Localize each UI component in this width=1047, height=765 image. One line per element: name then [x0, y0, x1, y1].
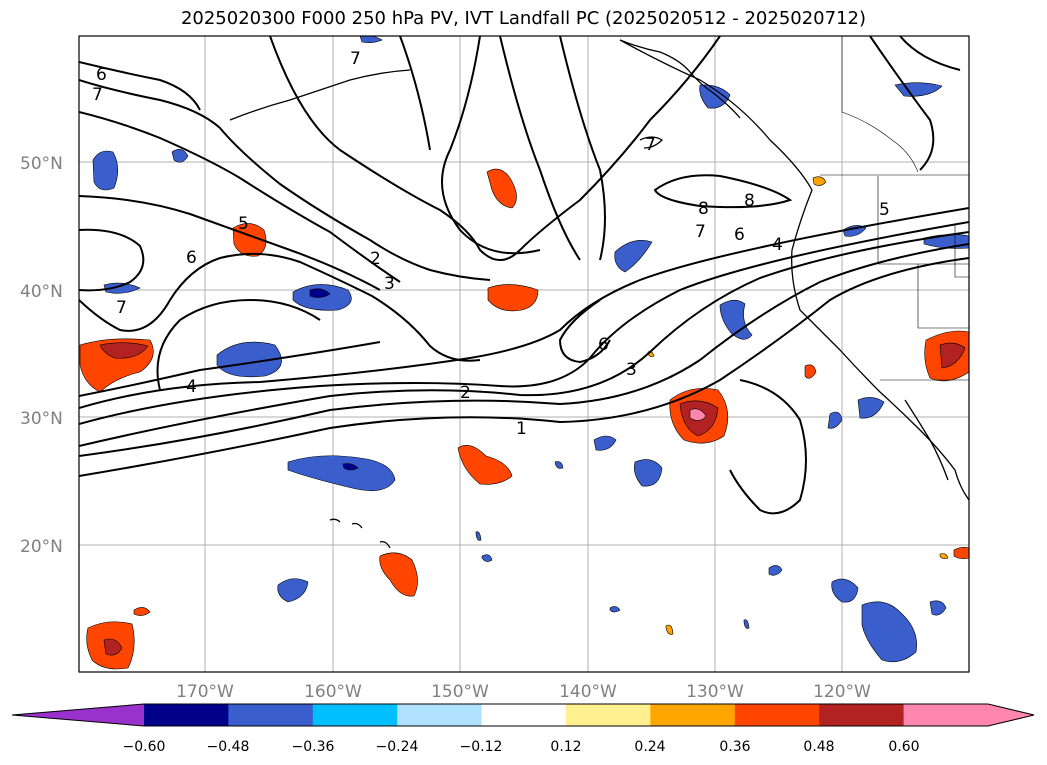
- contour-label: 4: [772, 235, 783, 255]
- contour-label: 8: [744, 191, 755, 211]
- lat-tick-label: 40°N: [20, 282, 63, 302]
- contour-label: 7: [92, 85, 103, 105]
- contour-label: 7: [695, 222, 706, 242]
- colorbar-segment: [819, 704, 905, 726]
- contour-label: 7: [645, 135, 656, 155]
- colorbar-segment: [903, 704, 989, 726]
- colorbar-segment: [481, 704, 567, 726]
- pv-contours: [79, 36, 969, 515]
- contour-label: 2: [460, 383, 471, 403]
- positive-anomaly-areas: [79, 168, 969, 670]
- colorbar-tick-label: −0.12: [460, 739, 503, 755]
- lon-tick-label: 140°W: [559, 682, 617, 702]
- colorbar-segment: [566, 704, 651, 726]
- contour-label: 5: [238, 214, 249, 234]
- colorbar-tick-label: 0.60: [888, 739, 919, 755]
- contour-label: 6: [186, 248, 197, 268]
- colorbar-tick-label: 0.36: [719, 739, 750, 755]
- negative-anomaly-areas: [92, 36, 969, 663]
- contour-label: 6: [734, 225, 745, 245]
- colorbar-tick-label: 0.12: [550, 739, 581, 755]
- colorbar-segment: [650, 704, 736, 726]
- colorbar-tick-label: 0.24: [634, 739, 665, 755]
- colorbar-tick-label: −0.60: [123, 739, 166, 755]
- contour-label: 4: [186, 377, 197, 397]
- map-area: 6 7 7 6 5 2 3 4 7 7 8 8 7 6 4 5 6 3 2 1: [79, 36, 969, 672]
- lat-axis-labels: 50°N 40°N 30°N 20°N: [20, 154, 63, 557]
- pv-contour-labels: 6 7 7 6 5 2 3 4 7 7 8 8 7 6 4 5 6 3 2 1: [92, 49, 890, 439]
- contour-label: 6: [598, 335, 609, 355]
- colorbar: [11, 703, 1035, 727]
- lon-tick-label: 150°W: [431, 682, 489, 702]
- map-title: 2025020300 F000 250 hPa PV, IVT Landfall…: [180, 8, 867, 29]
- colorbar-segment: [312, 704, 398, 726]
- lat-tick-label: 20°N: [20, 537, 63, 557]
- map-frame: [78, 35, 970, 673]
- colorbar-tick-label: −0.36: [292, 739, 335, 755]
- contour-label: 2: [370, 249, 381, 269]
- contour-label: 7: [350, 49, 361, 69]
- contour-label: 3: [384, 274, 395, 294]
- contour-label: 8: [698, 199, 709, 219]
- lon-tick-label: 130°W: [686, 682, 744, 702]
- colorbar-segment: [144, 704, 229, 726]
- lat-tick-label: 30°N: [20, 409, 63, 429]
- colorbar-extend-max: [988, 704, 1034, 726]
- lon-tick-label: 170°W: [176, 682, 234, 702]
- colorbar-tick-label: 0.48: [803, 739, 834, 755]
- lon-tick-label: 120°W: [813, 682, 871, 702]
- colorbar-segment: [397, 704, 483, 726]
- contour-label: 5: [879, 200, 890, 220]
- contour-label: 7: [116, 298, 127, 318]
- contour-label: 1: [516, 419, 527, 439]
- colorbar-tick-label: −0.24: [376, 739, 419, 755]
- coastlines: [229, 39, 969, 549]
- gridlines: [79, 36, 969, 672]
- colorbar-extend-min: [12, 704, 144, 726]
- contour-label: 3: [626, 360, 637, 380]
- colorbar-segment: [228, 704, 314, 726]
- contour-label: 6: [96, 65, 107, 85]
- lon-axis-labels: 170°W 160°W 150°W 140°W 130°W 120°W: [176, 682, 871, 702]
- lon-tick-label: 160°W: [304, 682, 362, 702]
- colorbar-tick-labels: −0.60 −0.48 −0.36 −0.24 −0.12 0.12 0.24 …: [123, 739, 920, 755]
- colorbar-segment: [734, 704, 820, 726]
- lat-tick-label: 50°N: [20, 154, 63, 174]
- political-borders: [820, 36, 969, 381]
- colorbar-tick-label: −0.48: [207, 739, 250, 755]
- colorbar-outline: [11, 703, 1035, 727]
